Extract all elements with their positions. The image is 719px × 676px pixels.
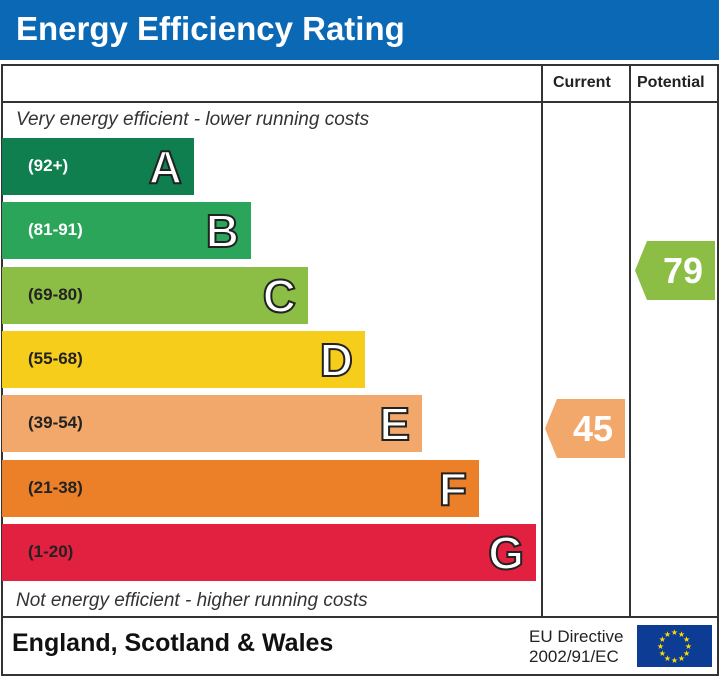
band-letter: F — [438, 462, 468, 516]
band-letter: B — [205, 204, 240, 258]
divider — [1, 616, 717, 618]
band-range: (39-54) — [28, 413, 83, 433]
svg-text:★: ★ — [683, 649, 690, 658]
svg-text:★: ★ — [671, 628, 678, 637]
band-bar-d: (55-68) D — [2, 330, 365, 388]
arrow-shape — [545, 399, 625, 458]
divider — [541, 64, 543, 617]
svg-text:★: ★ — [659, 635, 666, 644]
column-current: Current — [553, 74, 611, 91]
band-range: (81-91) — [28, 220, 83, 240]
region-label: England, Scotland & Wales — [12, 629, 334, 657]
current-rating-arrow: 45 — [545, 399, 625, 458]
band-range: (69-80) — [28, 284, 83, 304]
svg-text:★: ★ — [664, 654, 671, 663]
band-letter: A — [148, 140, 183, 194]
header: Energy Efficiency Rating — [0, 0, 719, 60]
divider — [629, 64, 631, 617]
svg-text:★: ★ — [678, 654, 685, 663]
svg-text:★: ★ — [659, 649, 666, 658]
svg-text:★: ★ — [683, 635, 690, 644]
band-letter: G — [487, 526, 525, 580]
bottom-label: Not energy efficient - higher running co… — [16, 590, 368, 611]
directive-line2: 2002/91/EC — [529, 647, 619, 666]
current-value: 45 — [572, 408, 614, 449]
band-range: (92+) — [28, 156, 69, 175]
svg-text:★: ★ — [685, 642, 692, 651]
eu-flag-icon: ★ ★ ★ ★ ★ ★ ★ ★ ★ ★ ★ ★ — [637, 625, 712, 667]
column-potential: Potential — [637, 74, 705, 91]
band-bar-g: (1-20) G — [2, 523, 536, 581]
svg-text:★: ★ — [657, 642, 664, 651]
band-bar-a: (92+) A — [2, 138, 194, 195]
band-range: (55-68) — [28, 348, 83, 368]
band-letter: D — [319, 333, 354, 387]
potential-rating-arrow: 79 — [635, 241, 715, 300]
band-bar-b: (81-91) B — [2, 202, 251, 260]
band-letter: C — [262, 269, 297, 323]
svg-text:★: ★ — [671, 656, 678, 665]
potential-value: 79 — [662, 250, 704, 291]
band-letter: E — [378, 397, 411, 451]
band-range: (21-38) — [28, 477, 83, 497]
svg-text:★: ★ — [664, 630, 671, 639]
band-bar-e: (39-54) E — [2, 395, 422, 453]
svg-text:★: ★ — [678, 630, 685, 639]
arrow-shape — [635, 241, 715, 300]
band-bar-f: (21-38) F — [2, 459, 479, 517]
divider — [1, 101, 717, 103]
band-bar-c: (69-80) C — [2, 266, 308, 324]
band-range: (1-20) — [28, 541, 74, 561]
page-title: Energy Efficiency Rating — [16, 10, 405, 47]
eu-directive: EU Directive 2002/91/EC — [529, 627, 623, 667]
directive-line1: EU Directive — [529, 627, 624, 646]
top-label: Very energy efficient - lower running co… — [16, 109, 370, 130]
